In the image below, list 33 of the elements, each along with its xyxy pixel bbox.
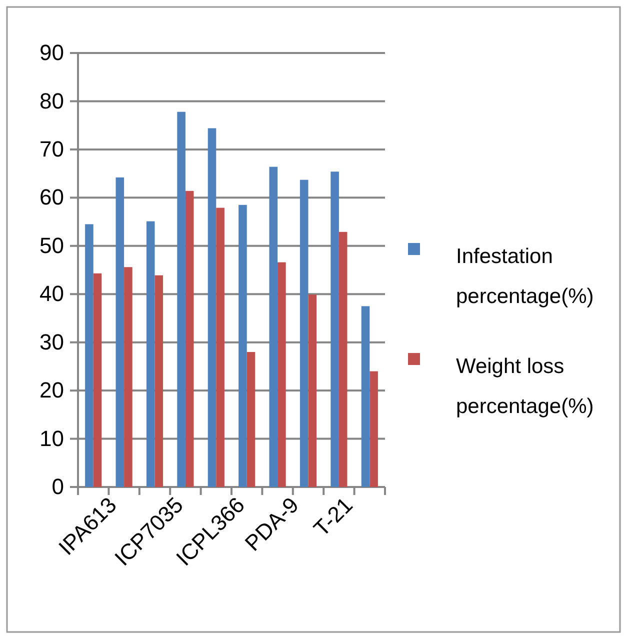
y-tick-label: 80: [40, 88, 64, 114]
bar: [146, 221, 155, 487]
y-tick-label: 60: [40, 184, 64, 210]
bar: [278, 262, 286, 487]
bar: [300, 180, 308, 487]
y-tick-label: 0: [52, 474, 64, 500]
bar: [338, 232, 348, 487]
y-tick-label: 50: [40, 232, 64, 258]
x-tick-label: T-21: [308, 492, 358, 542]
bar: [177, 112, 186, 487]
bar: [246, 352, 256, 487]
bar: [208, 128, 216, 487]
bar: [116, 177, 124, 487]
y-tick-label: 90: [40, 40, 64, 66]
bar: [93, 273, 102, 487]
bar: [370, 371, 378, 487]
y-tick-label: 30: [40, 329, 64, 354]
bar: [124, 267, 132, 487]
bar: [154, 275, 164, 487]
bar: [216, 208, 224, 487]
bar: [269, 166, 278, 487]
bar: [238, 204, 247, 487]
bar: [185, 190, 194, 487]
legend-label: Infestation percentage(%): [456, 245, 594, 308]
legend-label: Weight loss percentage(%): [456, 355, 594, 418]
bar: [85, 224, 94, 487]
bar: [308, 294, 317, 487]
y-tick-label: 20: [40, 378, 64, 403]
bar: [361, 306, 370, 487]
y-tick-label: 10: [40, 426, 64, 451]
y-tick-label: 70: [40, 136, 64, 162]
bar: [330, 172, 339, 487]
y-tick-label: 40: [40, 281, 64, 306]
